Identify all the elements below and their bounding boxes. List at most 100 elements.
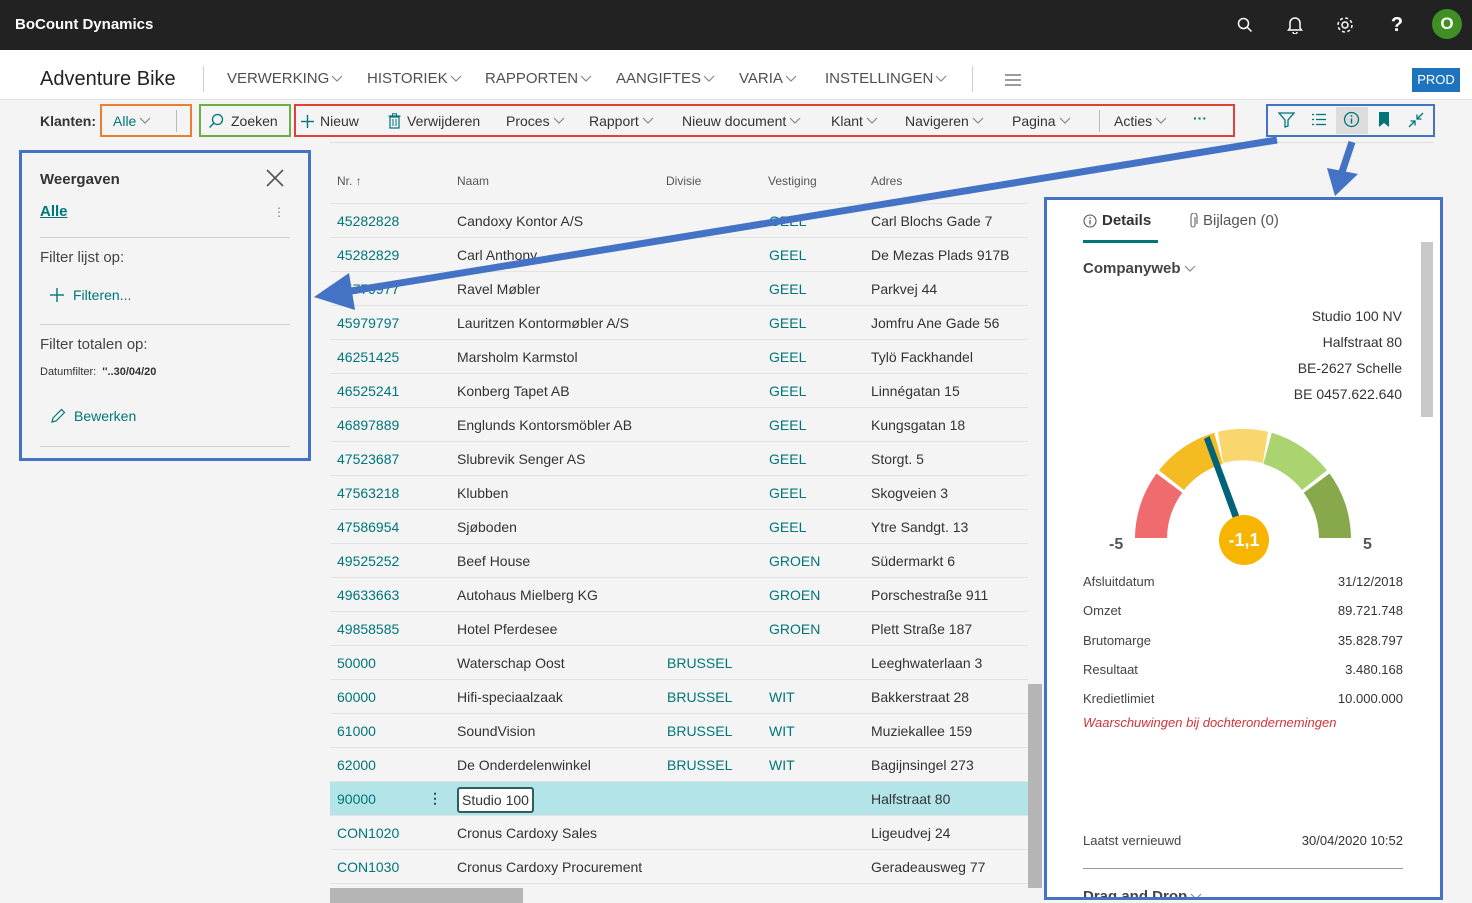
info-icon[interactable] — [1343, 111, 1360, 128]
tab-details[interactable]: Details — [1083, 212, 1151, 229]
search-icon[interactable] — [1233, 13, 1257, 37]
drag-drop-section-header[interactable]: Drag and Drop — [1083, 888, 1202, 897]
cell-nr[interactable]: 46897889 — [337, 417, 400, 433]
menu-rapporten[interactable]: RAPPORTEN — [485, 70, 592, 87]
cell-nr[interactable]: 90000 — [337, 791, 376, 807]
new-button[interactable]: Nieuw — [300, 113, 359, 129]
search-button[interactable]: Zoeken — [208, 113, 278, 129]
table-row[interactable]: 49525252 Beef House GROEN Südermarkt 6 — [330, 544, 1028, 578]
cell-nr[interactable]: 47586954 — [337, 519, 400, 535]
menu-verwerking[interactable]: VERWERKING — [227, 70, 343, 87]
column-header-vestiging[interactable]: Vestiging — [768, 174, 817, 188]
table-row[interactable]: 47523687 Slubrevik Senger AS GEEL Storgt. 5 — [330, 442, 1028, 476]
column-header-naam[interactable]: Naam — [457, 174, 490, 188]
cell-nr[interactable]: 62000 — [337, 757, 376, 773]
table-row[interactable]: 45779977 Ravel Møbler GEEL Parkvej 44 — [330, 272, 1028, 306]
cell-nr[interactable]: 45282829 — [337, 247, 400, 263]
table-row[interactable]: 46525241 Konberg Tapet AB GEEL Linnégatan 1… — [330, 374, 1028, 408]
table-row[interactable]: 62000 De Onderdelenwinkel BRUSSEL WIT Bagijn… — [330, 748, 1028, 782]
horizontal-scrollbar[interactable] — [330, 888, 523, 903]
table-row[interactable]: CON1030 Cronus Cardoxy Procurement Geradea… — [330, 850, 1028, 884]
view-filter-dropdown[interactable]: Alle — [113, 113, 151, 129]
cell-nr[interactable]: 45282828 — [337, 213, 400, 229]
row-actions-icon[interactable]: ⋮ — [428, 790, 442, 806]
klant-menu[interactable]: Klant — [831, 113, 878, 129]
view-alle-link[interactable]: Alle — [40, 203, 68, 220]
cell-nr[interactable]: 47563218 — [337, 485, 400, 501]
cell-naam: Waterschap Oost — [457, 655, 565, 671]
nieuw-document-menu[interactable]: Nieuw document — [682, 113, 801, 129]
cell-nr[interactable]: 50000 — [337, 655, 376, 671]
help-icon[interactable]: ? — [1390, 13, 1404, 36]
cell-nr[interactable]: CON1030 — [337, 859, 400, 875]
acties-menu[interactable]: Acties — [1114, 113, 1167, 129]
cell-nr[interactable]: 49858585 — [337, 621, 400, 637]
table-row[interactable]: 46251425 Marsholm Karmstol GEEL Tylö Fackha… — [330, 340, 1028, 374]
cell-nr[interactable]: 45979797 — [337, 315, 400, 331]
proces-menu[interactable]: Proces — [506, 113, 565, 129]
menu-instellingen[interactable]: INSTELLINGEN — [825, 70, 947, 87]
close-icon[interactable] — [266, 169, 284, 187]
cell-nr[interactable]: 47523687 — [337, 451, 400, 467]
table-row[interactable]: 90000 Studio 100 Halfstraat 80 ⋮ — [330, 782, 1028, 816]
table-row[interactable]: 49633663 Autohaus Mielberg KG GROEN Porsche… — [330, 578, 1028, 612]
subsidiary-warning-link[interactable]: Waarschuwingen bij dochterondernemingen — [1083, 715, 1337, 730]
cell-adres: Carl Blochs Gade 7 — [871, 213, 993, 229]
more-actions-button[interactable]: ··· — [1193, 110, 1207, 126]
view-options-icon[interactable]: ⋮ — [273, 205, 285, 219]
cell-naam: Carl Anthony — [457, 247, 538, 263]
add-filter-button[interactable]: Filteren... — [49, 287, 131, 303]
list-view-icon[interactable] — [1311, 113, 1327, 126]
collapse-icon[interactable] — [1408, 112, 1424, 128]
cell-nr[interactable]: 60000 — [337, 689, 376, 705]
cell-naam: Autohaus Mielberg KG — [457, 587, 598, 603]
cell-adres: Linnégatan 15 — [871, 383, 960, 399]
table-row[interactable]: 60000 Hifi-speciaalzaak BRUSSEL WIT Bakkerst… — [330, 680, 1028, 714]
top-bar: BoCount Dynamics ? O — [0, 0, 1472, 50]
bookmark-icon[interactable] — [1378, 111, 1390, 128]
cell-nr[interactable]: CON1020 — [337, 825, 400, 841]
table-row[interactable]: 46897889 Englunds Kontorsmöbler AB GEEL Kun… — [330, 408, 1028, 442]
table-row[interactable]: 49858585 Hotel Pferdesee GROEN Plett Straße… — [330, 612, 1028, 646]
cell-nr[interactable]: 49633663 — [337, 587, 400, 603]
factbox-scrollbar[interactable] — [1421, 242, 1433, 417]
search-highlight — [199, 104, 291, 137]
edit-totals-button[interactable]: Bewerken — [50, 408, 136, 424]
avatar[interactable]: O — [1432, 9, 1462, 39]
pagina-menu[interactable]: Pagina — [1012, 113, 1071, 129]
cell-nr[interactable]: 61000 — [337, 723, 376, 739]
table-row[interactable]: CON1020 Cronus Cardoxy Sales Ligeudvej 24 — [330, 816, 1028, 850]
menu-historiek[interactable]: HISTORIEK — [367, 70, 462, 87]
column-header-nr[interactable]: Nr. ↑ — [337, 174, 362, 188]
table-row[interactable]: 45282828 Candoxy Kontor A/S GEEL Carl Bloch… — [330, 204, 1028, 238]
column-header-divisie[interactable]: Divisie — [666, 174, 702, 188]
table-row[interactable]: 50000 Waterschap Oost BRUSSEL Leeghwaterlaa… — [330, 646, 1028, 680]
factbox-pane: Details Bijlagen (0) Companyweb Studio 1… — [1044, 197, 1443, 900]
column-header-adres[interactable]: Adres — [871, 174, 903, 188]
gauge-segment-mid — [1218, 428, 1268, 463]
filter-icon[interactable] — [1278, 112, 1295, 128]
vertical-scrollbar[interactable] — [1028, 684, 1042, 888]
table-row[interactable]: 61000 SoundVision BRUSSEL WIT Muziekallee 15… — [330, 714, 1028, 748]
cell-nr[interactable]: 46251425 — [337, 349, 400, 365]
cell-nr[interactable]: 45779977 — [337, 281, 400, 297]
company-name[interactable]: Adventure Bike — [40, 68, 176, 90]
gauge-segment-mid-low — [1159, 432, 1223, 490]
gear-icon[interactable] — [1333, 13, 1357, 37]
menu-aangiftes[interactable]: AANGIFTES — [616, 70, 715, 87]
table-row[interactable]: 45979797 Lauritzen Kontormøbler A/S GEEL Jo… — [330, 306, 1028, 340]
hamburger-menu-icon[interactable] — [1004, 74, 1022, 86]
field-kredietlimiet: Kredietlimiet 10.000.000 — [1083, 691, 1403, 706]
menu-varia[interactable]: VARIA — [739, 70, 797, 87]
navigeren-menu[interactable]: Navigeren — [905, 113, 984, 129]
notification-bell-icon[interactable] — [1283, 13, 1307, 37]
table-row[interactable]: 45282829 Carl Anthony GEEL De Mezas Plads 9… — [330, 238, 1028, 272]
delete-button[interactable]: Verwijderen — [388, 113, 480, 129]
cell-nr[interactable]: 46525241 — [337, 383, 400, 399]
table-row[interactable]: 47586954 Sjøboden GEEL Ytre Sandgt. 13 — [330, 510, 1028, 544]
companyweb-section-header[interactable]: Companyweb — [1083, 260, 1196, 277]
table-row[interactable]: 47563218 Klubben GEEL Skogveien 3 — [330, 476, 1028, 510]
rapport-menu[interactable]: Rapport — [589, 113, 654, 129]
cell-nr[interactable]: 49525252 — [337, 553, 400, 569]
tab-attachments[interactable]: Bijlagen (0) — [1188, 212, 1279, 229]
